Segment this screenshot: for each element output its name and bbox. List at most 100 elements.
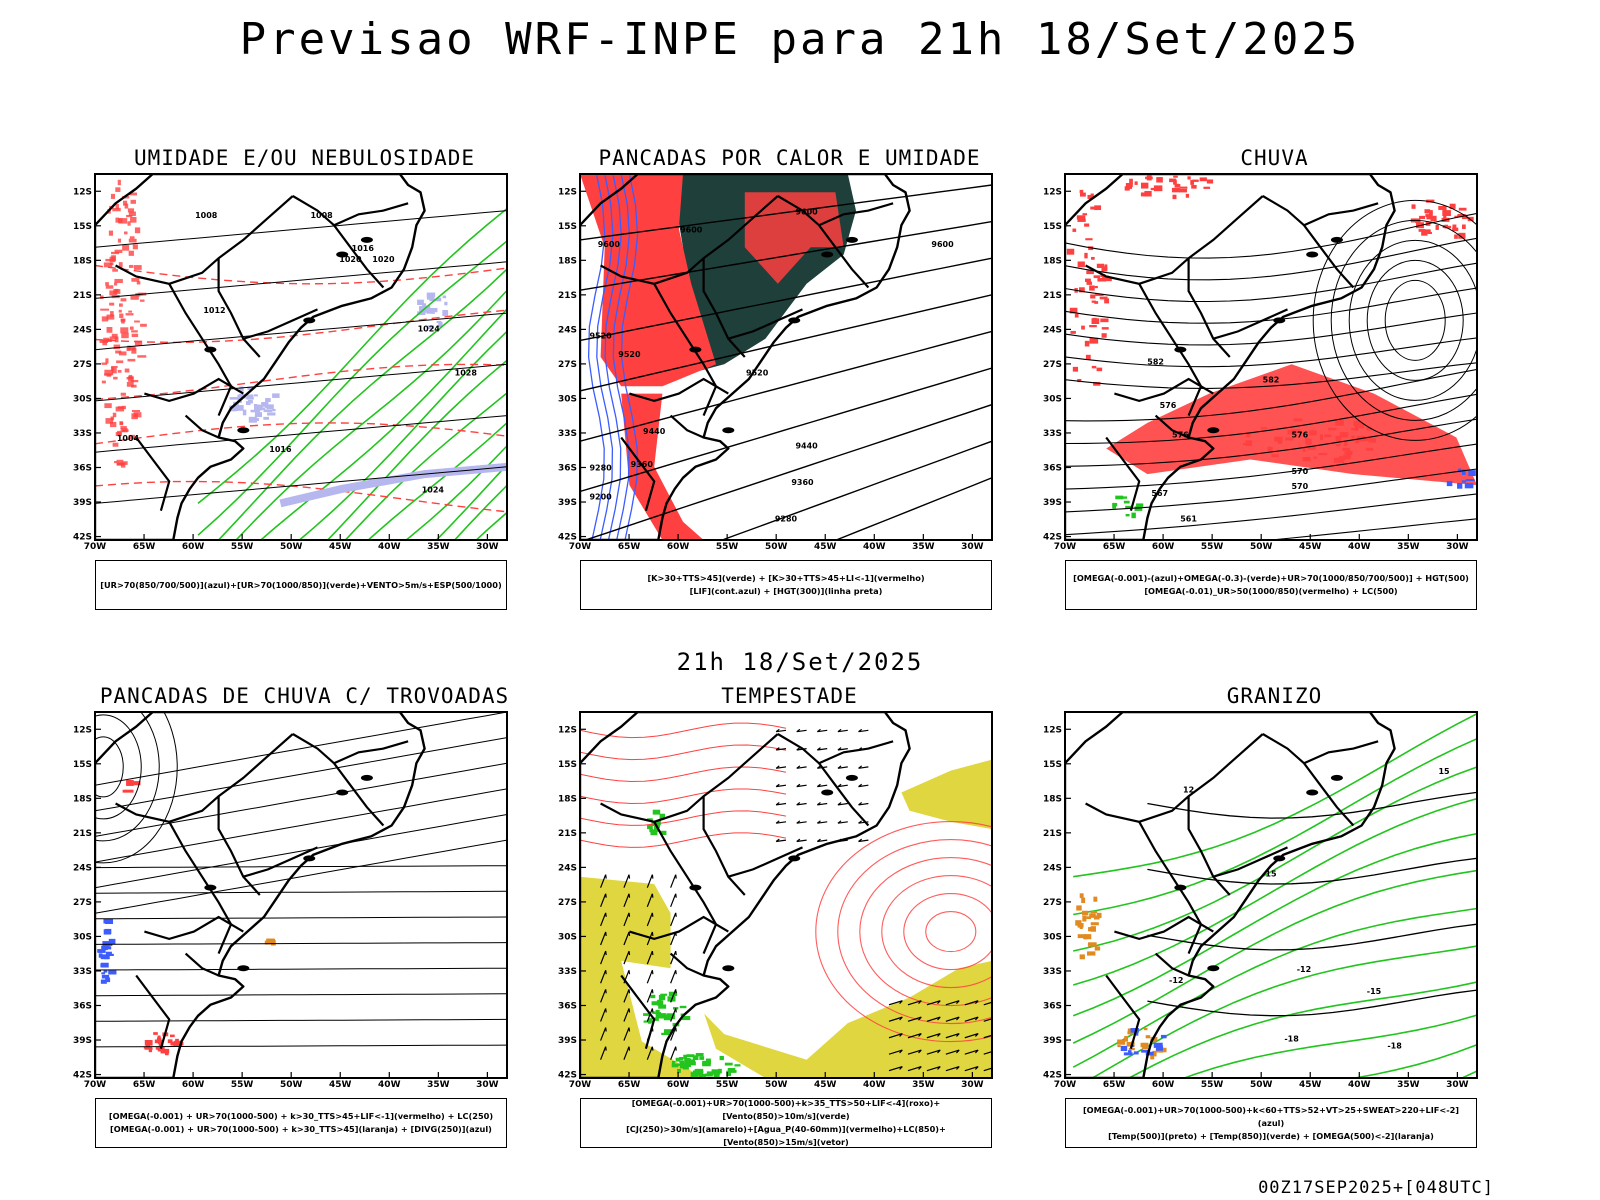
lon-tick-label: 30W: [1446, 542, 1469, 552]
streamline: [1065, 262, 1477, 303]
rain-area: [1091, 256, 1095, 260]
thickness-contour: [110, 193, 116, 199]
lon-tick-label: 40W: [863, 542, 886, 552]
temp-850-contour: [1072, 797, 1477, 986]
contour-label: 570: [1291, 482, 1308, 491]
rain-area: [1443, 215, 1447, 221]
lake: [845, 774, 858, 781]
lat-tick-label: 18S: [73, 794, 92, 804]
height-300-contour: [580, 257, 992, 342]
streamline-250: [95, 916, 507, 920]
map-frame: [94, 711, 508, 1079]
thickness-contour: [120, 426, 127, 429]
lake: [1273, 317, 1286, 324]
humidity-upper-area: [250, 409, 258, 413]
state-border: [600, 195, 779, 285]
thickness-contour: [127, 358, 136, 362]
thickness-contour: [120, 298, 127, 302]
rain-area: [1089, 337, 1099, 344]
state-border: [1154, 414, 1190, 439]
wind-vector: [837, 783, 848, 788]
divergence-area: [97, 949, 102, 953]
omega-500-area: [1090, 922, 1099, 926]
rain-area: [1335, 419, 1344, 426]
contour-label: 9440: [643, 427, 666, 436]
omega-500-area: [1127, 1031, 1135, 1035]
legend-box: [OMEGA(-0.001)+UR>70(1000-500)+k<60+TTS>…: [1065, 1098, 1477, 1148]
lake: [1174, 884, 1187, 891]
wind-850-area: [660, 993, 667, 996]
streamline-250: [95, 967, 507, 971]
state-border: [1114, 377, 1214, 403]
contour-label: 576: [1160, 401, 1177, 410]
lon-tick-label: 45W: [814, 1080, 837, 1090]
rain-area: [1430, 215, 1437, 222]
thickness-contour: [118, 218, 128, 224]
lat-tick-label: 39S: [558, 498, 577, 508]
storm-area: [174, 1040, 182, 1045]
contour-label: -12: [1169, 976, 1183, 985]
rain-area: [1454, 234, 1458, 239]
low-level-humidity-contour: [235, 289, 507, 540]
contour-label: 582: [1263, 376, 1280, 385]
wind-vector: [670, 1046, 677, 1060]
state-border: [777, 195, 870, 289]
lake: [237, 427, 250, 434]
streamline: [1265, 518, 1477, 540]
contour-label: 15: [1265, 870, 1277, 879]
height-300-contour: [580, 330, 992, 442]
lake: [1306, 789, 1319, 796]
state-border: [620, 974, 656, 1049]
rain-area: [1353, 420, 1362, 426]
lon-tick-label: 35W: [1397, 1080, 1420, 1090]
footer-run-label: 00Z17SEP2025+[048UTC]: [1258, 1178, 1494, 1198]
contour-label: 9200: [589, 493, 612, 502]
thickness-contour: [117, 238, 122, 243]
streamline-250: [95, 890, 507, 894]
thickness-contour: [128, 238, 137, 243]
wind-850-area: [648, 1018, 653, 1023]
wind-850-area: [651, 1001, 660, 1006]
contour-label: 1020: [372, 255, 395, 264]
wind-850-area: [668, 991, 678, 996]
rain-area: [1206, 179, 1214, 184]
rain-area: [1079, 189, 1084, 194]
streamline-850: [580, 722, 787, 739]
omega-500-area: [1117, 1039, 1126, 1045]
legend-box: [K>30+TTS>45](verde) + [K>30+TTS>45+LI<-…: [580, 560, 992, 610]
wind-850-area: [650, 829, 658, 836]
thickness-contour: [118, 351, 127, 356]
map-fields: 9600 9600 9600 9600 9520 9520 9520 9440 9440 9360…: [580, 174, 992, 540]
wind-vector: [945, 1000, 960, 1006]
storm-orange-area: [266, 938, 276, 945]
lat-tick-label: 39S: [1043, 498, 1062, 508]
rain-area: [1072, 366, 1079, 372]
map-background: [95, 712, 507, 1078]
lake: [237, 965, 250, 972]
wind-850-area: [717, 1068, 722, 1074]
storm-area: [124, 789, 134, 793]
lake: [689, 346, 702, 353]
wind-850-area: [719, 1055, 724, 1061]
state-border: [184, 952, 220, 977]
map-fields: [580, 722, 992, 1078]
map-fields: 1008 100810121016102010241028100410161024…: [95, 179, 507, 540]
wind-vector: [858, 783, 869, 788]
omega-500-area: [1088, 927, 1095, 932]
lat-tick-label: 27S: [73, 360, 92, 370]
lat-tick-label: 36S: [1043, 463, 1062, 473]
wind-vector: [945, 1049, 960, 1055]
lon-tick-label: 35W: [912, 542, 935, 552]
wind-vector: [623, 1046, 631, 1060]
state-border: [629, 915, 729, 941]
rain-area: [1104, 264, 1108, 270]
lat-tick-label: 33S: [73, 967, 92, 977]
thickness-contour: [130, 199, 136, 204]
wind-850-area: [713, 1072, 720, 1078]
wind-vector: [926, 1016, 941, 1022]
humidity-upper-area: [263, 409, 273, 413]
contour-label: 1020: [339, 255, 362, 264]
geography: [580, 712, 911, 1078]
rain-area: [1092, 317, 1097, 321]
